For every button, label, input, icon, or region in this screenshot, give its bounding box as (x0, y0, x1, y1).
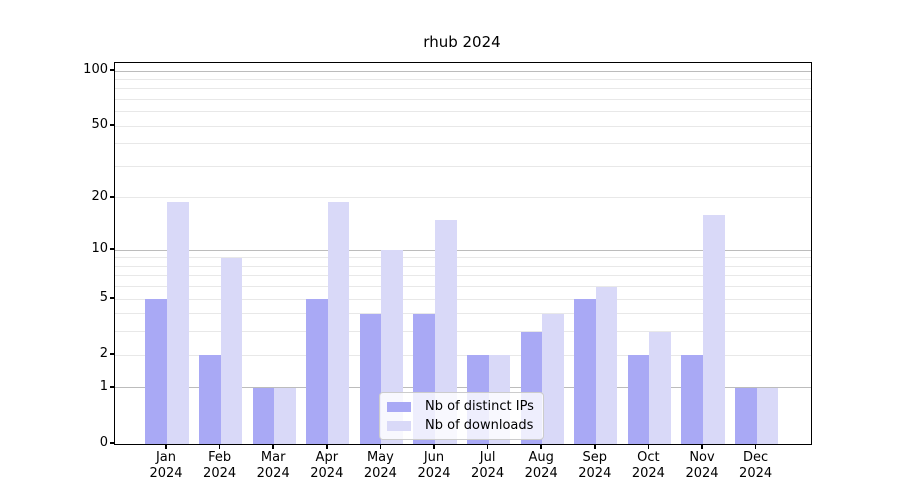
y-gridline-1 (115, 387, 811, 389)
legend-label-downloads: Nb of downloads (425, 418, 534, 433)
y-tick-10 (110, 248, 114, 250)
bar-nb-of-distinct-ips-feb-2024 (199, 355, 221, 444)
bar-nb-of-distinct-ips-mar-2024 (252, 387, 275, 444)
legend-item-downloads: Nb of downloads (387, 418, 534, 433)
bar-nb-of-downloads-oct-2024 (649, 331, 671, 444)
y-gridline-minor-7 (115, 275, 811, 277)
x-tick-label-jul-2024: Jul 2024 (471, 450, 505, 481)
y-tick-5 (110, 297, 114, 299)
x-tick-mar-2024 (272, 444, 274, 449)
legend-item-distinct-ips: Nb of distinct IPs (387, 399, 534, 414)
bar-nb-of-distinct-ips-dec-2024 (735, 387, 757, 444)
legend: Nb of distinct IPs Nb of downloads (379, 392, 544, 440)
x-tick-label-dec-2024: Dec 2024 (739, 450, 773, 481)
x-tick-label-may-2024: May 2024 (363, 450, 397, 481)
x-tick-may-2024 (379, 444, 382, 449)
y-tick-50 (110, 124, 114, 127)
y-gridline-minor-8 (115, 265, 811, 267)
y-gridline-minor-4 (115, 313, 811, 315)
y-gridline-5 (115, 298, 811, 300)
y-tick-1 (110, 386, 114, 388)
x-tick-oct-2024 (647, 444, 650, 449)
bar-nb-of-downloads-apr-2024 (327, 201, 350, 444)
x-tick-label-nov-2024: Nov 2024 (685, 450, 719, 481)
legend-swatch-downloads (387, 420, 411, 431)
y-tick-label-0: 0 (99, 435, 108, 450)
plot-area (114, 62, 812, 445)
bar-nb-of-downloads-dec-2024 (756, 387, 779, 444)
y-gridline-100 (115, 70, 811, 72)
y-tick-label-50: 50 (91, 117, 108, 133)
plot-inner (115, 63, 811, 444)
x-tick-label-apr-2024: Apr 2024 (310, 450, 344, 481)
bar-nb-of-distinct-ips-sep-2024 (574, 299, 596, 444)
y-tick-label-20: 20 (91, 188, 108, 204)
y-gridline-minor-30 (115, 165, 811, 167)
x-tick-label-oct-2024: Oct 2024 (631, 450, 665, 481)
bar-nb-of-distinct-ips-nov-2024 (681, 355, 703, 444)
legend-label-distinct-ips: Nb of distinct IPs (425, 399, 534, 414)
bar-nb-of-downloads-aug-2024 (542, 313, 564, 444)
chart-title: rhub 2024 (423, 33, 501, 51)
y-tick-20 (110, 196, 114, 198)
y-tick-0 (110, 442, 114, 444)
bar-nb-of-distinct-ips-may-2024 (359, 313, 382, 444)
bar-nb-of-downloads-nov-2024 (703, 215, 725, 444)
y-gridline-20 (115, 197, 811, 199)
x-tick-jun-2024 (433, 444, 435, 449)
y-gridline-minor-3 (115, 331, 811, 333)
y-gridline-10 (115, 249, 811, 251)
x-tick-jan-2024 (165, 444, 167, 449)
x-tick-aug-2024 (540, 444, 542, 449)
bar-nb-of-downloads-jan-2024 (167, 201, 189, 444)
y-gridline-minor-6 (115, 286, 811, 288)
y-tick-2 (110, 353, 114, 355)
y-tick-label-2: 2 (99, 346, 108, 362)
bar-nb-of-downloads-feb-2024 (220, 257, 243, 444)
x-tick-apr-2024 (326, 444, 328, 449)
x-tick-label-jan-2024: Jan 2024 (149, 450, 183, 481)
x-tick-label-sep-2024: Sep 2024 (578, 450, 612, 481)
x-tick-sep-2024 (594, 444, 596, 449)
y-gridline-minor-90 (115, 78, 811, 80)
y-gridline-2 (115, 354, 811, 356)
x-tick-nov-2024 (701, 444, 703, 449)
y-tick-100 (110, 69, 114, 71)
bar-nb-of-downloads-mar-2024 (274, 387, 296, 444)
y-gridline-minor-80 (115, 88, 811, 90)
y-gridline-minor-9 (115, 257, 811, 259)
x-tick-jul-2024 (486, 444, 489, 449)
y-gridline-minor-60 (115, 111, 811, 113)
bar-nb-of-downloads-sep-2024 (595, 286, 618, 444)
y-gridline-minor-40 (115, 143, 811, 145)
legend-swatch-distinct-ips (387, 401, 411, 412)
x-tick-label-jun-2024: Jun 2024 (417, 450, 451, 481)
y-gridline-minor-70 (115, 98, 811, 100)
y-tick-label-10: 10 (91, 241, 108, 257)
y-tick-label-5: 5 (99, 290, 108, 306)
y-tick-label-100: 100 (83, 62, 108, 77)
x-tick-label-feb-2024: Feb 2024 (203, 450, 237, 481)
x-tick-feb-2024 (218, 444, 221, 449)
bar-nb-of-distinct-ips-jan-2024 (145, 299, 167, 444)
bar-nb-of-distinct-ips-oct-2024 (627, 355, 650, 444)
y-tick-label-1: 1 (99, 378, 108, 394)
x-tick-label-aug-2024: Aug 2024 (524, 450, 558, 481)
x-tick-label-mar-2024: Mar 2024 (256, 450, 290, 481)
bar-nb-of-downloads-jun-2024 (435, 219, 457, 444)
y-gridline-50 (115, 125, 811, 127)
bar-nb-of-distinct-ips-apr-2024 (306, 299, 328, 444)
x-tick-dec-2024 (754, 444, 757, 449)
